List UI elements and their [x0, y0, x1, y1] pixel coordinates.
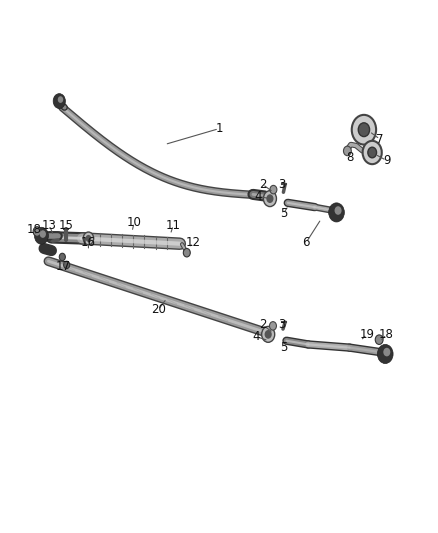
- Text: 20: 20: [151, 303, 166, 317]
- Circle shape: [85, 235, 91, 242]
- Text: 8: 8: [346, 151, 353, 164]
- Text: 10: 10: [127, 216, 141, 229]
- Circle shape: [40, 230, 46, 238]
- Text: 11: 11: [166, 219, 181, 232]
- Circle shape: [64, 261, 70, 269]
- Circle shape: [184, 248, 190, 257]
- Circle shape: [335, 206, 342, 215]
- Circle shape: [352, 115, 376, 144]
- Circle shape: [328, 203, 344, 222]
- Text: 4: 4: [254, 190, 262, 203]
- Circle shape: [358, 123, 370, 136]
- Circle shape: [383, 348, 390, 357]
- Circle shape: [265, 330, 272, 339]
- Text: 13: 13: [42, 219, 57, 232]
- Circle shape: [266, 194, 273, 203]
- Text: 3: 3: [279, 318, 286, 332]
- Text: 6: 6: [302, 236, 310, 249]
- Circle shape: [261, 326, 275, 342]
- Text: 12: 12: [185, 236, 201, 249]
- Circle shape: [269, 321, 276, 330]
- Text: 18: 18: [379, 328, 394, 341]
- Circle shape: [263, 191, 276, 207]
- Text: 17: 17: [56, 260, 71, 273]
- Circle shape: [83, 232, 94, 245]
- Text: 9: 9: [383, 154, 390, 167]
- Circle shape: [378, 344, 393, 364]
- Text: 2: 2: [259, 318, 266, 332]
- Circle shape: [368, 147, 377, 158]
- Text: 1: 1: [215, 122, 223, 135]
- Circle shape: [363, 141, 382, 164]
- Circle shape: [375, 335, 383, 344]
- Text: 19: 19: [360, 328, 374, 341]
- Text: 7: 7: [376, 133, 384, 146]
- Circle shape: [343, 146, 351, 156]
- Text: 5: 5: [280, 207, 287, 220]
- Text: 15: 15: [58, 219, 73, 232]
- Circle shape: [270, 185, 277, 194]
- Text: 4: 4: [252, 330, 260, 343]
- Text: 18: 18: [27, 223, 42, 236]
- Text: 16: 16: [81, 236, 96, 249]
- Circle shape: [53, 94, 65, 109]
- Text: 3: 3: [279, 178, 286, 191]
- Circle shape: [35, 227, 48, 244]
- Circle shape: [58, 96, 63, 103]
- Text: 5: 5: [280, 341, 287, 353]
- Circle shape: [59, 253, 65, 261]
- Text: 2: 2: [259, 178, 266, 191]
- Circle shape: [33, 227, 41, 236]
